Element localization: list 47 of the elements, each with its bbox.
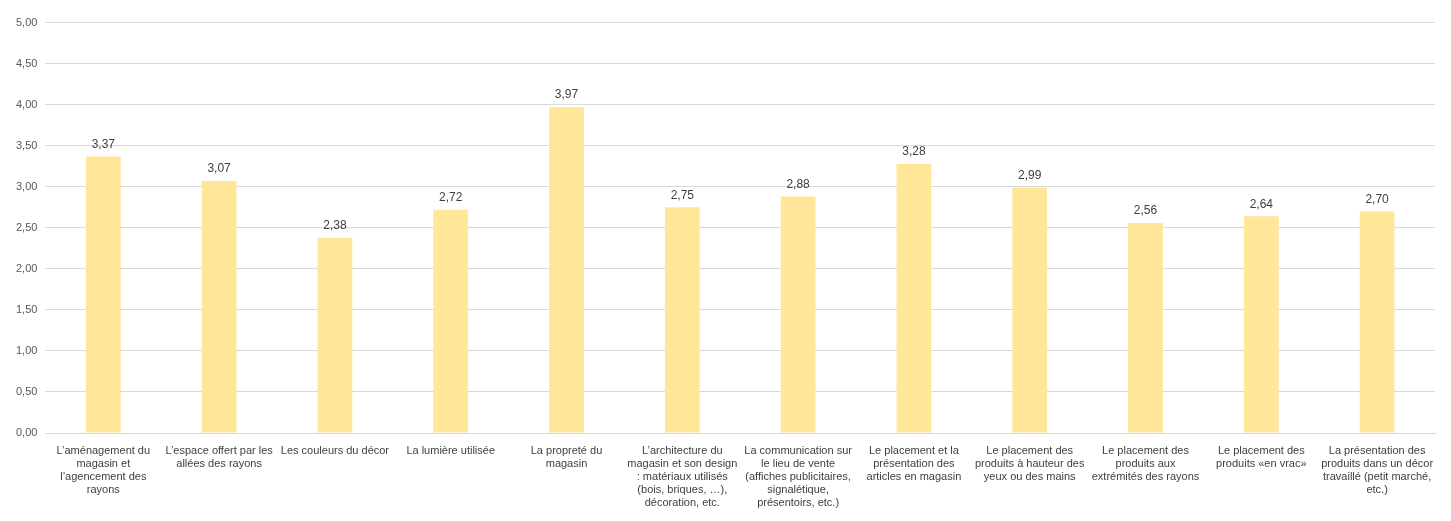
x-tick-label: Le placement des produits «en vrac» (1216, 443, 1307, 469)
bar (780, 196, 816, 433)
data-label: 2,99 (1018, 167, 1042, 182)
data-label: 2,72 (439, 190, 463, 205)
x-tick-label: La propreté du magasin (530, 443, 603, 469)
x-tick-label: Le placement des produits aux extrémités des rayons (1091, 443, 1200, 483)
data-label: 2,64 (1249, 196, 1274, 211)
bar (1359, 211, 1395, 433)
data-label: 3,07 (207, 161, 232, 176)
y-tick-label: 3,50 (15, 138, 38, 151)
x-tick-label: Les couleurs du décor (280, 443, 390, 456)
y-tick-label: 4,00 (15, 97, 38, 110)
data-label: 2,56 (1133, 203, 1158, 218)
y-tick-label: 4,50 (15, 56, 38, 69)
bar (317, 237, 353, 433)
y-tick-label: 2,00 (15, 261, 38, 274)
bar (85, 156, 121, 433)
y-tick-label: 5,00 (15, 15, 38, 28)
bar (549, 107, 584, 433)
x-tick-label: Le placement des produits à hauteur des yeux ou des mains (974, 443, 1085, 483)
bar (433, 209, 469, 433)
data-label: 3,37 (91, 136, 116, 151)
bar (896, 163, 932, 433)
x-tick-label: La lumière utilisée (406, 443, 496, 456)
data-label: 3,97 (554, 87, 579, 102)
y-tick-label: 2,50 (15, 220, 38, 233)
y-tick-label: 3,00 (15, 179, 38, 192)
data-label: 2,75 (670, 187, 695, 202)
x-tick-label: L’espace offert par les allées des rayons (165, 443, 274, 469)
y-tick-label: 1,50 (15, 302, 38, 315)
y-tick-label: 0,00 (15, 426, 38, 439)
bar (1243, 216, 1279, 433)
x-tick-label: La communication sur le lieu de vente (affiches publicitaires, signalétique, présentoirs, etc.) (744, 443, 853, 509)
bar (201, 181, 237, 433)
data-label: 2,70 (1365, 191, 1390, 206)
y-tick-label: 1,00 (15, 343, 38, 356)
data-label: 3,28 (902, 144, 926, 159)
data-label: 2,88 (786, 176, 811, 191)
data-label: 2,38 (323, 217, 347, 232)
y-tick-label: 0,50 (15, 384, 38, 397)
bar (664, 207, 700, 433)
bar (1128, 222, 1163, 433)
x-tick-label: L’architecture du magasin et son design : matériaux utilisés (bois, briques, …), décoration, etc. (627, 443, 738, 509)
x-tick-label: L’aménagement du magasin et l’agencement des rayons (56, 443, 151, 496)
bar (1012, 187, 1048, 433)
x-tick-label: Le placement et la présentation des articles en magasin (866, 443, 962, 483)
x-tick-label: La présentation des produits dans un décor travaillé (petit marché, etc.) (1321, 443, 1434, 496)
